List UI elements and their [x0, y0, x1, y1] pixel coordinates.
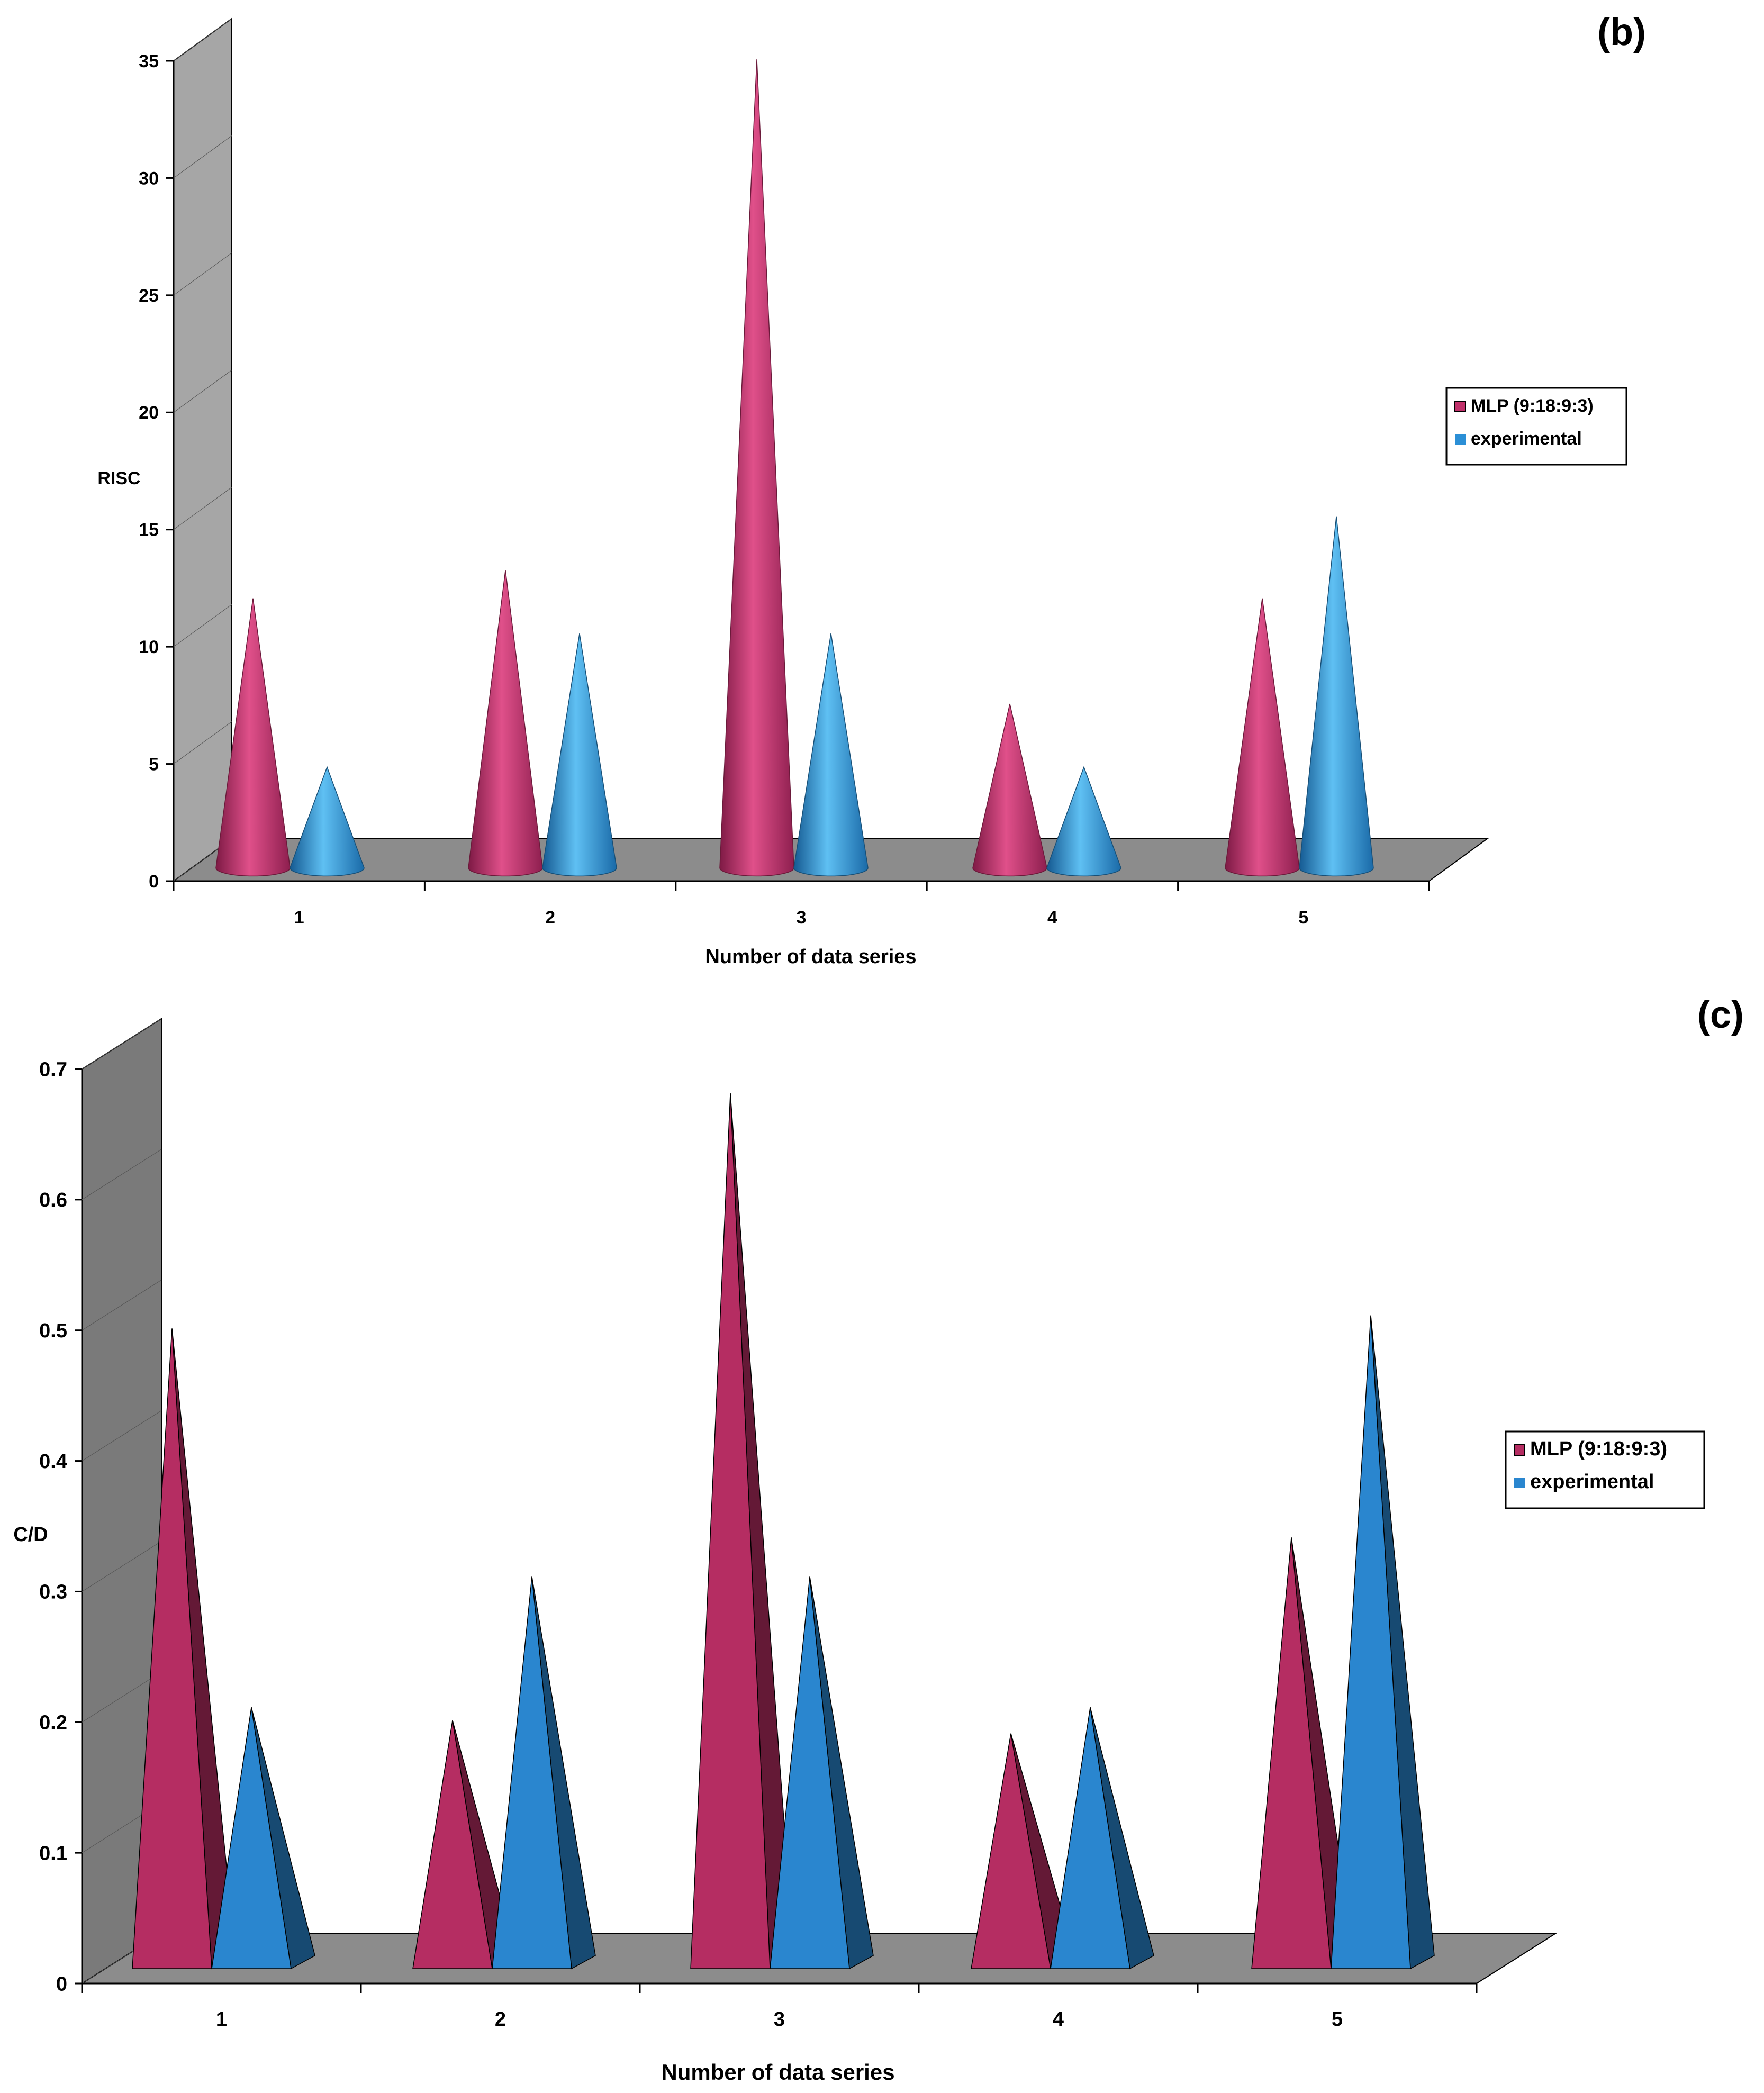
y-tick-diag [82, 1410, 162, 1461]
y-tick-label: 0.2 [39, 1712, 67, 1734]
y-tick-label: 15 [139, 520, 159, 540]
cone-body [215, 598, 291, 877]
y-tick-label: 0.1 [39, 1842, 67, 1864]
y-tick-diag [173, 604, 232, 647]
pyramid-front [211, 1707, 292, 1969]
legend-box [1445, 387, 1627, 466]
y-tick-diag [82, 1280, 162, 1331]
x-tick-label: 3 [774, 2008, 785, 2031]
cone-body [542, 633, 617, 877]
cone-body [972, 703, 1047, 877]
bar-experimental-1 [211, 1707, 315, 1970]
legend-swatch-mlp [1454, 401, 1466, 412]
x-axis-title: Number of data series [661, 2060, 894, 2085]
bar-mlp-3 [719, 59, 794, 877]
x-tick-label: 1 [294, 908, 304, 928]
cone-body [290, 766, 365, 877]
y-tick-diag [82, 1671, 162, 1723]
cone-body [793, 633, 869, 877]
pyramid-front [1251, 1537, 1332, 1969]
y-tick-diag [173, 487, 232, 530]
x-tick-label: 2 [545, 908, 555, 928]
cone-body [1046, 766, 1121, 877]
bar-experimental-4 [1046, 766, 1121, 877]
back-wall [173, 17, 232, 882]
bar-mlp-4 [971, 1733, 1075, 1970]
y-tick-label: 0 [149, 872, 159, 892]
x-axis-title: Number of data series [705, 946, 916, 968]
chart-1 [75, 1018, 1705, 1993]
y-tick-label: 10 [139, 637, 159, 657]
cone-body [1225, 598, 1300, 877]
y-tick-diag [173, 369, 232, 413]
pyramid-front [492, 1576, 572, 1969]
legend [1445, 387, 1627, 466]
cone-body [1299, 516, 1374, 877]
bar-experimental-2 [492, 1576, 596, 1970]
legend-label-mlp: MLP (9:18:9:3) [1530, 1438, 1667, 1460]
y-axis-title: C/D [13, 1524, 48, 1546]
y-tick-diag [173, 721, 232, 764]
panel-label: (c) [1697, 994, 1744, 1036]
y-tick-label: 0.5 [39, 1320, 67, 1342]
x-tick-label: 2 [495, 2008, 506, 2031]
bar-experimental-5 [1331, 1315, 1435, 1970]
legend-swatch-experimental [1514, 1478, 1525, 1488]
x-tick-label: 4 [1047, 908, 1057, 928]
bar-experimental-4 [1050, 1707, 1154, 1970]
pyramid-front [770, 1576, 850, 1969]
y-tick-label: 0.3 [39, 1581, 67, 1603]
bar-mlp-3 [690, 1093, 794, 1970]
legend-label-experimental: experimental [1530, 1471, 1654, 1493]
y-tick-label: 25 [139, 286, 159, 306]
y-tick-diag [82, 1018, 162, 1070]
y-tick-label: 35 [139, 51, 159, 71]
bar-experimental-1 [290, 766, 365, 877]
bar-mlp-1 [132, 1328, 236, 1970]
y-tick-label: 5 [149, 754, 159, 774]
y-axis-title: RISC [97, 468, 140, 488]
legend-swatch-mlp [1514, 1444, 1525, 1456]
y-tick-diag [173, 135, 232, 178]
y-tick-diag [173, 18, 232, 61]
bar-mlp-4 [972, 703, 1047, 877]
panel-label: (b) [1597, 11, 1646, 53]
bar-mlp-2 [468, 570, 543, 877]
legend-label-experimental: experimental [1471, 429, 1582, 449]
cone-body [719, 59, 794, 877]
bar-experimental-2 [542, 633, 617, 877]
y-tick-label: 0.4 [39, 1451, 67, 1473]
y-tick-diag [173, 252, 232, 296]
cone-body [468, 570, 543, 877]
bar-experimental-3 [793, 633, 869, 877]
y-tick-label: 30 [139, 168, 159, 188]
x-tick-label: 3 [797, 908, 807, 928]
y-tick-label: 0 [56, 1973, 67, 1995]
pyramid-front [1050, 1707, 1130, 1969]
y-tick-diag [82, 1541, 162, 1592]
y-tick-label: 20 [139, 403, 159, 423]
legend-label-mlp: MLP (9:18:9:3) [1471, 396, 1594, 416]
y-tick-label: 0.6 [39, 1189, 67, 1211]
bar-experimental-3 [770, 1576, 874, 1970]
legend [1505, 1430, 1705, 1509]
y-tick-diag [82, 1149, 162, 1200]
x-tick-label: 5 [1332, 2008, 1343, 2031]
pyramid-front [412, 1720, 493, 1969]
x-tick-label: 1 [216, 2008, 227, 2031]
pyramid-front [132, 1328, 212, 1969]
legend-swatch-experimental [1455, 434, 1466, 445]
legend-box [1505, 1430, 1705, 1509]
bar-mlp-5 [1225, 598, 1300, 877]
bar-mlp-1 [215, 598, 291, 877]
pyramid-front [1331, 1315, 1411, 1969]
bar-experimental-5 [1299, 516, 1374, 877]
x-tick-label: 4 [1053, 2008, 1064, 2031]
x-tick-label: 5 [1298, 908, 1308, 928]
pyramid-front [971, 1733, 1051, 1969]
chart-0 [166, 17, 1627, 891]
pyramid-front [690, 1093, 771, 1969]
y-tick-label: 0.7 [39, 1058, 67, 1081]
